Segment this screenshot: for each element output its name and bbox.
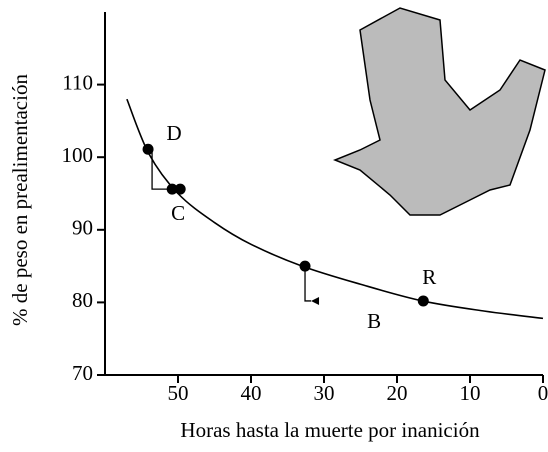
arrow-head xyxy=(311,296,320,305)
annotation: B xyxy=(367,309,381,333)
annotation: D xyxy=(166,121,181,145)
annotation: R xyxy=(422,265,436,289)
point xyxy=(174,183,186,195)
bat-illustration xyxy=(332,7,546,216)
point xyxy=(299,260,311,272)
x-tick-label: 30 xyxy=(314,381,335,405)
y-tick-label: 100 xyxy=(62,143,94,167)
point xyxy=(417,295,429,307)
arrow-line xyxy=(304,266,312,302)
x-tick-label: 40 xyxy=(241,381,262,405)
point xyxy=(142,143,154,155)
arrow-line xyxy=(151,149,170,190)
x-tick-label: 20 xyxy=(387,381,408,405)
y-tick-label: 70 xyxy=(72,361,93,385)
y-axis-title: % de peso en prealimentación xyxy=(8,74,32,326)
y-tick-label: 80 xyxy=(72,288,93,312)
x-tick-label: 50 xyxy=(168,381,189,405)
curve xyxy=(126,98,544,320)
annotation: C xyxy=(171,201,185,225)
x-tick-label: 0 xyxy=(538,381,548,405)
x-axis-title: Horas hasta la muerte por inanición xyxy=(180,418,480,442)
x-tick-label: 10 xyxy=(460,381,481,405)
point xyxy=(166,183,178,195)
y-tick-label: 90 xyxy=(72,216,93,240)
y-tick-label: 110 xyxy=(62,70,93,94)
